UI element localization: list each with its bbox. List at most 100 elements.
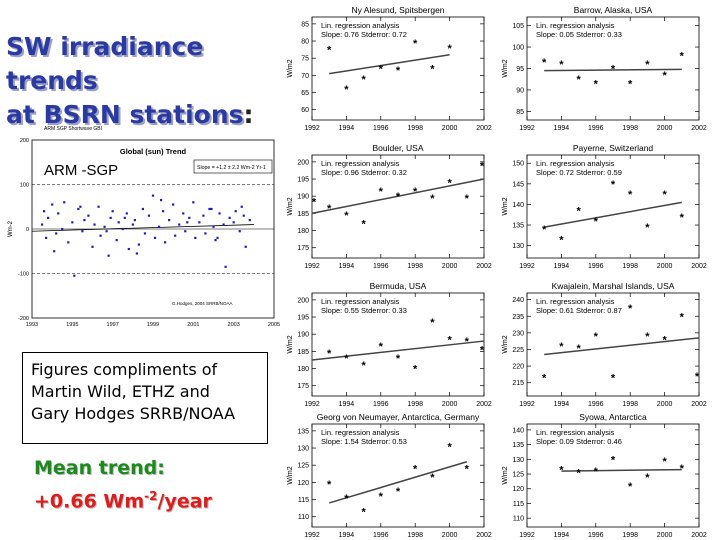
y-axis-label: W/m2 — [502, 59, 509, 77]
data-point: * — [611, 373, 616, 385]
x-tick-label: 1992 — [519, 532, 535, 539]
station-panel-4: Payerne, Switzerland 130 135 140 145 150 1992 1… — [502, 143, 707, 270]
data-point — [240, 205, 243, 208]
legend-box — [193, 159, 273, 174]
y-tick-label: 110 — [513, 516, 524, 523]
title-line-2: at BSRN stations — [6, 100, 244, 129]
data-point: * — [379, 491, 384, 503]
x-tick-label: 1992 — [304, 532, 320, 539]
data-point — [212, 225, 215, 228]
plot-frame — [311, 154, 485, 259]
x-tick-label: 1998 — [622, 125, 638, 132]
y-tick-label: 235 — [512, 314, 524, 321]
data-point — [244, 245, 247, 248]
y-axis-label: Wm-2 — [8, 220, 14, 237]
data-point: * — [327, 45, 332, 57]
data-point: * — [327, 348, 332, 360]
x-tick-label: 1996 — [373, 125, 389, 132]
data-point: * — [594, 466, 599, 478]
data-point — [234, 210, 237, 213]
data-point: * — [559, 465, 564, 477]
data-point: * — [379, 341, 384, 353]
data-point — [204, 232, 207, 235]
data-point — [174, 234, 177, 237]
annotation-title: Lin. regression analysis — [536, 297, 615, 306]
chart-note: G.Hodges, 2004 SRRB/NOAA — [172, 301, 233, 306]
trend-line — [544, 201, 682, 228]
x-tick-label: 1992 — [519, 125, 535, 132]
y-tick-label: 135 — [512, 223, 524, 230]
data-point: * — [344, 84, 349, 96]
y-tick-label: 135 — [297, 428, 309, 435]
data-point — [117, 221, 120, 224]
x-tick-label: 2000 — [657, 532, 673, 539]
data-point: * — [542, 373, 547, 385]
data-point — [202, 214, 205, 217]
data-point — [83, 219, 86, 222]
x-tick-label: 1994 — [339, 401, 355, 408]
x-tick-label: 2002 — [476, 125, 492, 132]
data-point: * — [361, 74, 366, 86]
x-tick-label: 1998 — [407, 532, 423, 539]
y-tick-label: 115 — [513, 501, 524, 508]
panel-title: Barrow, Alaska, USA — [574, 5, 653, 15]
data-point — [242, 214, 245, 217]
data-point: * — [413, 186, 418, 198]
y-tick-label: 130 — [512, 457, 524, 464]
data-point — [210, 207, 213, 211]
x-tick-label: 2000 — [442, 401, 458, 408]
x-tick-label: 1995 — [66, 322, 78, 328]
site-label: ARM -SGP — [44, 162, 118, 179]
data-point — [151, 194, 155, 197]
data-point — [141, 207, 145, 211]
x-tick-label: 1996 — [588, 263, 604, 270]
x-tick-label: 1992 — [304, 125, 320, 132]
x-tick-label: 1994 — [554, 125, 570, 132]
y-tick-label: 85 — [301, 21, 309, 28]
credit-line-2: Martin Wild, ETHZ and — [31, 382, 210, 401]
x-tick-label: 2000 — [442, 263, 458, 270]
data-point: * — [396, 486, 401, 498]
data-point — [198, 221, 201, 224]
data-point: * — [680, 463, 685, 475]
y-tick-label: 180 — [297, 366, 309, 373]
x-tick-label: 1994 — [554, 263, 570, 270]
data-point — [194, 236, 197, 239]
y-tick-label: 175 — [297, 245, 309, 252]
data-point — [135, 252, 138, 255]
data-point: * — [645, 222, 650, 234]
x-tick-label: 1994 — [339, 532, 355, 539]
x-tick-label: 2002 — [691, 125, 707, 132]
trend-line — [544, 68, 682, 72]
data-point: * — [594, 331, 599, 343]
data-point: * — [465, 193, 470, 205]
y-tick-label: 110 — [298, 514, 309, 521]
station-panel-3: Boulder, USA 175 180 185 190 195 200 1992 1994 19… — [287, 143, 492, 270]
data-point: * — [662, 70, 667, 82]
y-tick-label: 135 — [512, 442, 524, 449]
data-point — [161, 210, 165, 213]
annotation-title: Lin. regression analysis — [536, 159, 615, 168]
plot-frame — [311, 16, 485, 121]
x-tick-label: 1992 — [304, 263, 320, 270]
y-tick-label: 175 — [297, 383, 309, 390]
trend-line — [561, 468, 682, 472]
panel-title: Georg von Neumayer, Antarctica, Germany — [317, 412, 480, 422]
data-point — [157, 225, 161, 228]
x-tick-label: 1998 — [407, 125, 423, 132]
y-tick-label: 195 — [297, 315, 309, 322]
data-point — [131, 223, 134, 226]
chart-title: Global (sun) Trend — [120, 147, 187, 156]
data-point — [208, 207, 211, 211]
y-tick-label: 230 — [512, 330, 524, 337]
data-point: * — [430, 317, 435, 329]
data-point: * — [611, 454, 616, 466]
data-point: * — [576, 468, 581, 480]
x-tick-label: 1996 — [588, 532, 604, 539]
panel-title: Ny Alesund, Spitsbergen — [351, 5, 444, 15]
x-tick-label: 2002 — [691, 263, 707, 270]
data-point: * — [645, 472, 650, 484]
data-point: * — [594, 79, 599, 91]
data-point: * — [645, 331, 650, 343]
